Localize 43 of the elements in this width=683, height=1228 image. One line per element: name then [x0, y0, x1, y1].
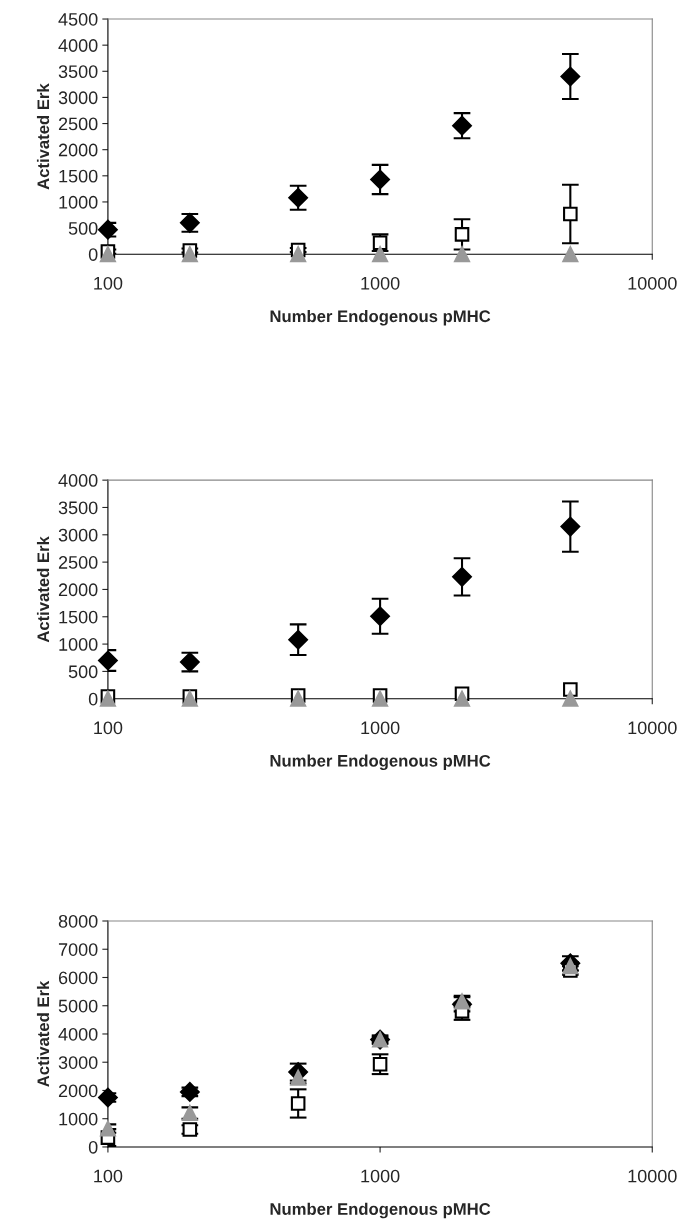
- y-tick-label: 500: [68, 222, 98, 235]
- x-tick-label: 10000: [628, 1169, 677, 1183]
- y-tick-label: 4000: [58, 1027, 98, 1041]
- x-tick-label: 100: [94, 1169, 123, 1183]
- y-tick-label: 2500: [58, 117, 98, 131]
- x-axis-title: Number Endogenous pMHC: [270, 1202, 491, 1219]
- y-tick-label: 0: [88, 1140, 98, 1154]
- y-tick-label: 1000: [59, 1112, 98, 1126]
- y-tick-label: 4000: [58, 39, 98, 52]
- y-tick-label: 1000: [59, 638, 98, 651]
- y-tick-label: 0: [88, 692, 98, 706]
- y-tick-label: 4000: [58, 474, 98, 487]
- x-tick-label: 10000: [628, 721, 677, 735]
- y-tick-label: 8000: [58, 914, 98, 928]
- y-tick-label: 7000: [58, 943, 98, 956]
- y-axis-title: Activated Erk: [36, 980, 50, 1087]
- y-tick-label: 3000: [58, 91, 98, 105]
- y-tick-label: 3500: [58, 501, 98, 515]
- x-axis-title: Number Endogenous pMHC: [270, 309, 491, 326]
- y-tick-label: 1000: [59, 195, 98, 209]
- y-tick-label: 0: [88, 248, 98, 261]
- y-tick-label: 2000: [58, 583, 98, 597]
- y-axis-title: Activated Erk: [36, 536, 50, 643]
- y-tick-label: 2000: [58, 1084, 98, 1098]
- y-tick-label: 3500: [58, 65, 98, 79]
- y-tick-label: 500: [68, 665, 98, 679]
- y-tick-label: 3000: [58, 528, 98, 542]
- y-tick-label: 6000: [58, 971, 98, 985]
- x-tick-label: 100: [94, 276, 123, 290]
- y-tick-label: 5000: [58, 999, 98, 1013]
- x-tick-label: 100: [94, 721, 123, 735]
- y-axis-title: Activated Erk: [36, 83, 50, 190]
- y-tick-label: 1500: [59, 169, 98, 183]
- y-tick-label: 2500: [58, 556, 98, 569]
- y-tick-label: 3000: [58, 1056, 98, 1069]
- x-tick-label: 1000: [361, 1169, 400, 1183]
- y-tick-label: 1500: [59, 610, 98, 624]
- x-tick-label: 10000: [628, 276, 677, 290]
- x-axis-title: Number Endogenous pMHC: [270, 754, 491, 771]
- x-tick-label: 1000: [361, 276, 400, 290]
- y-tick-label: 2000: [58, 143, 98, 157]
- y-tick-label: 4500: [58, 12, 98, 26]
- x-tick-label: 1000: [361, 721, 400, 735]
